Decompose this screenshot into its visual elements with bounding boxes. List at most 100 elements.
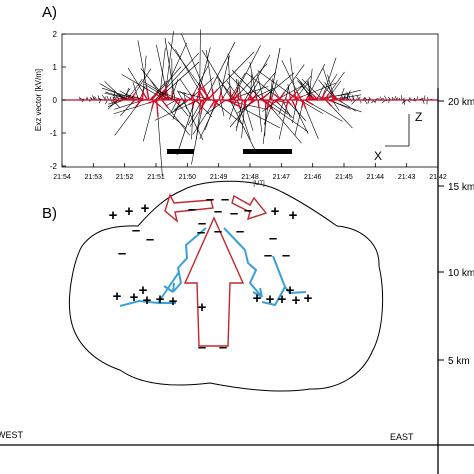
y-tick-label: 2 <box>53 30 58 39</box>
vector-stick <box>231 69 263 101</box>
y-ticks: 2 1 0 -1 -2 <box>50 30 66 171</box>
vector-stick-red <box>156 99 159 117</box>
vector-stick <box>106 95 109 101</box>
vector-stick <box>341 96 345 101</box>
discharge-left <box>119 227 207 307</box>
vector-stick-red <box>317 94 324 101</box>
vector-stick <box>356 95 360 101</box>
vector-stick-red <box>308 95 312 101</box>
y-tick-label: -1 <box>50 129 58 138</box>
x-tick-label: 21:48 <box>241 174 259 181</box>
vector-stick-red <box>331 95 337 101</box>
vector-stick-red <box>291 99 297 108</box>
altitude-ticks: 20 km 15 km 10 km 5 km <box>438 97 474 367</box>
right-outflow-arrow <box>231 194 268 221</box>
altitude-label: 5 km <box>448 356 470 367</box>
vector-stick-red <box>190 94 195 101</box>
negative-charge: – <box>146 231 154 248</box>
vector-stick-red <box>211 88 215 101</box>
vector-stick <box>401 99 406 104</box>
vector-stick-red <box>239 95 242 101</box>
vector-stick-red <box>304 99 314 106</box>
positive-charge: + <box>198 299 207 316</box>
vector-stick-red <box>213 99 218 107</box>
negative-charge: – <box>221 191 229 208</box>
cloud-outline <box>68 180 384 392</box>
y-axis-label: Exz vector [kV/m] <box>34 69 43 131</box>
left-outflow-arrow <box>164 193 214 223</box>
vector-stick <box>201 49 233 101</box>
positive-charge: + <box>253 290 262 307</box>
altitude-label: 15 km <box>448 182 474 193</box>
east-label: EAST <box>390 432 414 442</box>
xz-axis-indicator: Z X <box>374 110 422 163</box>
panel-a-plot: 210-1-2 21:54 21:53 21:52 21:51 21:50 21:49 21… <box>50 29 447 181</box>
vector-stick-red <box>209 99 216 108</box>
positive-charge: + <box>113 288 122 305</box>
west-label: WEST <box>0 430 24 440</box>
vector-stick-red <box>312 94 319 101</box>
vector-stick-red <box>150 92 159 101</box>
vector-stick-red <box>240 99 244 107</box>
interval-bar-2 <box>243 149 292 154</box>
vector-stick-red <box>273 93 282 101</box>
x-tick-label: 21:54 <box>53 174 71 181</box>
discharge-right <box>223 227 307 307</box>
vector-stick-red <box>266 99 270 110</box>
positive-charge: + <box>109 207 118 224</box>
vector-stick-red <box>200 99 205 115</box>
vector-stick <box>364 99 368 105</box>
negative-charge: – <box>206 191 214 208</box>
vector-stick-red <box>141 90 144 101</box>
vector-stick-red <box>323 93 330 101</box>
negative-charge: – <box>214 203 222 220</box>
x-tick-label: 21:45 <box>335 174 353 181</box>
vector-stick-red <box>254 91 258 101</box>
vector-stick-red <box>236 99 241 109</box>
vector-stick-red <box>301 99 305 108</box>
negative-charge: – <box>198 339 206 356</box>
z-axis-label: Z <box>415 110 422 124</box>
negative-charge: – <box>118 245 126 262</box>
positive-charge: + <box>125 203 134 220</box>
vector-stick-red <box>213 99 219 109</box>
vector-stick-red <box>198 99 203 106</box>
vector-stick <box>105 99 108 105</box>
negative-charge: – <box>198 215 206 232</box>
vector-stick-red <box>221 95 224 101</box>
vector-stick-red <box>236 95 241 101</box>
vector-stick-red <box>289 92 299 101</box>
negative-charge: – <box>214 223 222 240</box>
negative-charge: – <box>219 339 227 356</box>
panel-a-label: A) <box>42 4 57 21</box>
positive-charge: + <box>139 282 148 299</box>
vector-stick-red <box>295 99 298 106</box>
vector-stick-red <box>333 95 338 101</box>
negative-charge: – <box>282 247 290 264</box>
vector-stick-red <box>226 99 239 107</box>
positive-charge: + <box>130 289 139 306</box>
negative-charge: – <box>197 224 205 241</box>
central-updraft-arrow <box>183 216 245 347</box>
positive-charge: + <box>271 203 280 220</box>
vector-stick <box>97 95 100 101</box>
negative-charge: – <box>230 205 238 222</box>
negative-charge: – <box>188 201 196 218</box>
positive-charge: + <box>169 293 178 310</box>
discharge-paths <box>119 227 307 307</box>
electric-field-vectors <box>79 29 433 177</box>
vector-stick <box>384 95 388 101</box>
vector-stick <box>394 95 396 101</box>
vector-stick-red <box>149 95 155 101</box>
vector-stick-red <box>155 93 167 101</box>
x-tick-label: 21:49 <box>210 174 228 181</box>
vector-stick-red <box>200 86 211 101</box>
negative-charge: – <box>269 230 277 247</box>
altitude-label: 20 km <box>448 97 474 108</box>
positive-charge: + <box>304 290 313 307</box>
charge-signs: + + + + ++ + + + + ++ + + + ++ +–– ––– – –– – –––––– –– – <box>109 191 313 356</box>
vector-stick <box>400 95 402 101</box>
updraft-arrows <box>164 193 268 347</box>
vector-stick-red <box>230 94 236 101</box>
vector-stick-red <box>260 93 269 101</box>
